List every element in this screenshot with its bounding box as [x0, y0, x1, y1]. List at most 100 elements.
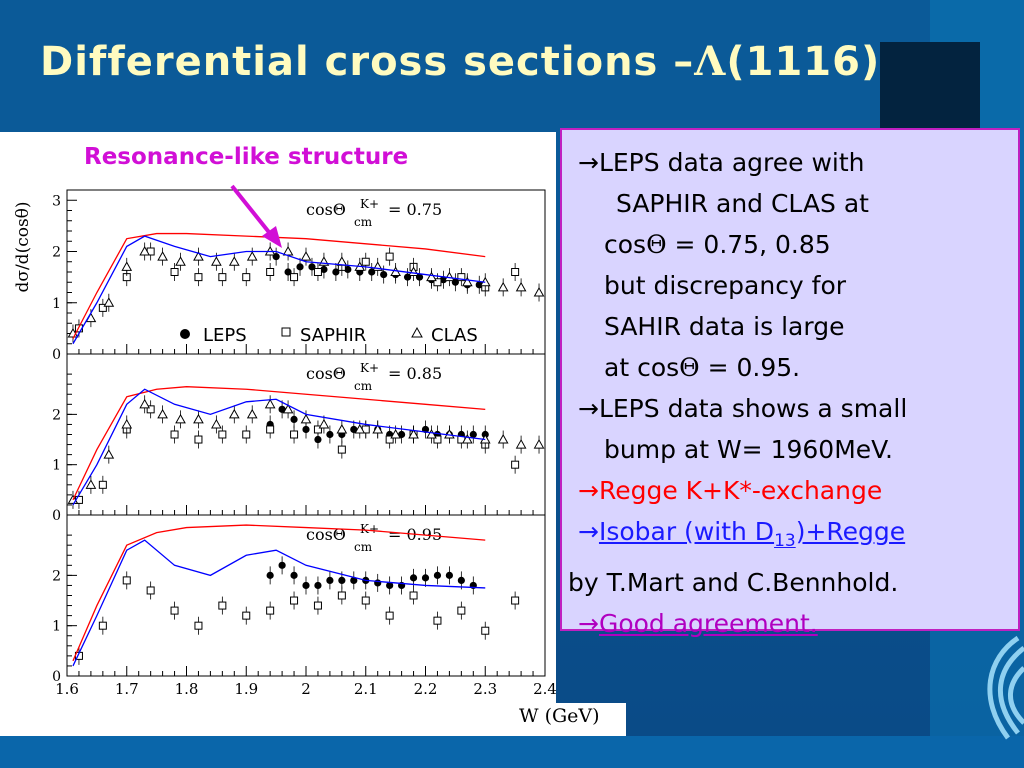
panel-label-sup: K+ — [360, 522, 379, 536]
leps-point — [380, 270, 388, 279]
decorative-box — [880, 42, 980, 138]
title-band — [0, 0, 1024, 132]
arrow-icon: → — [578, 394, 599, 423]
saphir-point — [218, 601, 227, 610]
cross-section-chart: dσ/d(cosθ) 0 1 2 3 cosΘ cm K+ = 0.75 0 1 2 cosΘ cm K+ =… — [13, 184, 556, 698]
annotation-arrow — [230, 184, 274, 238]
text-line: by T.Mart and C.Bennhold. — [568, 562, 1008, 603]
resonance-annotation: Resonance-like structure — [84, 144, 409, 170]
legend-leps-marker — [180, 329, 190, 339]
y-tick-label: 1 — [52, 619, 61, 635]
saphir-point — [457, 606, 466, 615]
saphir-point — [98, 303, 107, 312]
text-line-content: Good agreement. — [598, 609, 818, 638]
saphir-point — [290, 430, 299, 439]
clas-point — [515, 281, 527, 292]
clas-point — [103, 449, 115, 459]
leps-point — [409, 574, 418, 582]
saphir-point — [409, 591, 418, 600]
x-unit-box — [505, 703, 626, 736]
legend-saphir-marker — [281, 327, 291, 337]
y-tick-label: 2 — [52, 568, 61, 584]
leps-point — [314, 581, 322, 590]
x-tick-label: 2.4 — [533, 680, 556, 698]
y-tick-label: 1 — [52, 296, 61, 312]
leps-point — [350, 425, 358, 434]
saphir-point — [266, 606, 275, 615]
clas-point — [228, 256, 240, 266]
clas-point — [300, 251, 312, 261]
clas-point — [193, 251, 204, 261]
clas-point — [246, 251, 258, 261]
saphir-point — [170, 268, 179, 276]
saphir-point — [242, 430, 251, 439]
y-tick-label: 0 — [52, 508, 61, 524]
leps-point — [433, 571, 442, 579]
clas-point — [408, 428, 419, 439]
clas-point — [211, 256, 222, 266]
clas-point — [461, 434, 473, 444]
clas-point — [318, 418, 330, 429]
saphir-point — [218, 273, 227, 282]
panel-label-value: = 0.85 — [388, 364, 442, 383]
clas-point — [228, 408, 240, 419]
leps-point — [386, 581, 394, 590]
arrow-icon: → — [578, 517, 599, 546]
clas-point — [444, 428, 455, 439]
saphir-point — [194, 435, 203, 444]
panel-label-sub: cm — [354, 215, 373, 229]
isobar-curve — [72, 235, 486, 345]
leps-point — [445, 571, 453, 579]
text-line: →Regge K+K*-exchange — [578, 470, 1008, 511]
leps-point — [290, 415, 298, 424]
leps-point — [266, 571, 274, 579]
leps-point — [338, 576, 346, 585]
saphir-point — [385, 252, 394, 261]
saphir-point — [218, 430, 227, 439]
leps-point — [344, 265, 352, 274]
saphir-point — [170, 430, 179, 439]
leps-point — [332, 268, 340, 276]
leps-point — [439, 276, 448, 284]
y-tick-label: 2 — [52, 407, 61, 423]
x-tick-label: 1.9 — [234, 680, 258, 698]
x-tick-label: 2.3 — [473, 680, 497, 698]
regge-curve — [72, 232, 486, 339]
clas-point — [175, 256, 186, 266]
text-line-content: )+Regge — [795, 517, 906, 546]
legend-clas-label: CLAS — [431, 325, 478, 346]
panel-label-sub: cm — [354, 379, 373, 393]
y-tick-label: 0 — [52, 347, 61, 363]
text-line: SAPHIR and CLAS at — [578, 183, 1008, 224]
saphir-point — [194, 273, 203, 282]
saphir-point — [194, 621, 203, 630]
saphir-point — [313, 601, 322, 610]
leps-point — [314, 435, 322, 444]
text-line-content: = 0.75, 0.85 — [666, 230, 831, 259]
text-line: at cosΘ = 0.95. — [578, 347, 1008, 388]
arrow-icon: → — [578, 148, 599, 177]
conclusions-box: →LEPS data agree with SAPHIR and CLAS at c… — [560, 128, 1020, 638]
leps-point — [302, 425, 310, 434]
y-tick-label: 1 — [52, 458, 61, 474]
text-line-content: but discrepancy for — [604, 271, 847, 300]
saphir-point — [481, 626, 490, 635]
clas-point — [103, 297, 115, 307]
text-line: cosΘ = 0.75, 0.85 — [578, 224, 1008, 265]
leps-point — [290, 571, 298, 579]
x-tick-label: 1.8 — [175, 680, 199, 698]
text-line-content: bump at W= 1960MeV. — [604, 435, 893, 464]
regge-curve — [72, 524, 486, 662]
saphir-point — [433, 435, 442, 444]
text-line-content: at cos — [604, 353, 680, 382]
isobar-curve — [72, 539, 486, 667]
clas-point — [282, 403, 294, 414]
logo-icon — [987, 635, 1024, 740]
panel-label-sup: K+ — [360, 361, 379, 375]
x-tick-label: 2 — [301, 680, 311, 698]
y-tick-label: 0 — [52, 669, 61, 685]
leps-point — [296, 263, 304, 271]
clas-point — [121, 418, 133, 429]
clas-point — [264, 398, 276, 409]
leps-point — [326, 430, 334, 439]
